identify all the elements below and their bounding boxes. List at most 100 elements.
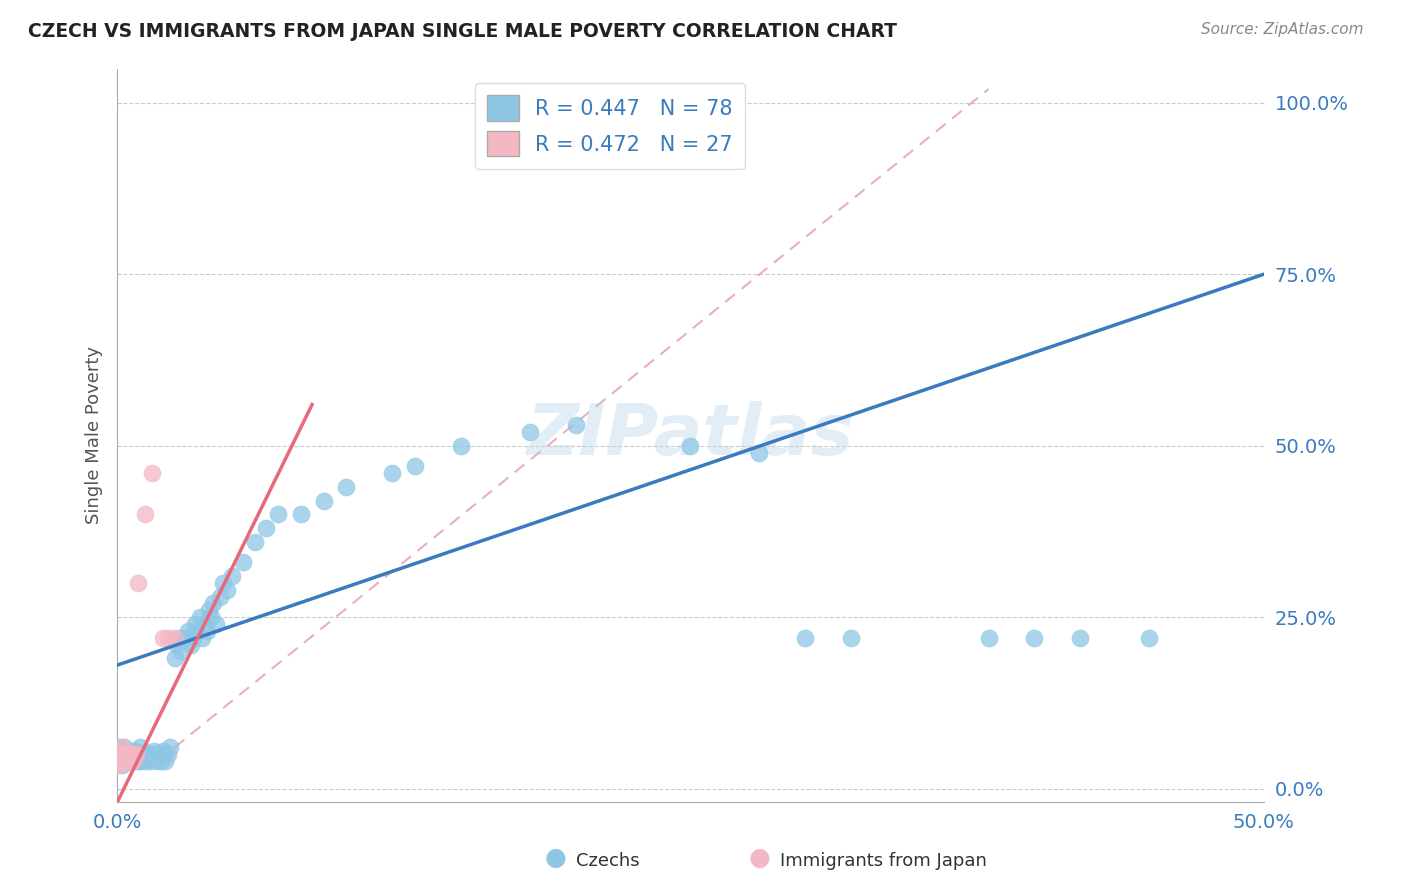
Point xyxy=(312,493,335,508)
Point xyxy=(290,508,312,522)
Point xyxy=(204,617,226,632)
Point xyxy=(794,631,817,645)
Point xyxy=(108,747,131,762)
Point xyxy=(839,631,862,645)
Point xyxy=(170,644,193,658)
Text: ZIPatlas: ZIPatlas xyxy=(527,401,853,470)
Point xyxy=(254,521,277,535)
Point xyxy=(138,754,160,768)
Y-axis label: Single Male Poverty: Single Male Poverty xyxy=(86,346,103,524)
Point xyxy=(335,480,357,494)
Point xyxy=(748,445,770,459)
Point xyxy=(131,747,153,762)
Point xyxy=(129,740,152,755)
Point xyxy=(177,624,200,638)
Point xyxy=(127,754,149,768)
Point xyxy=(267,508,290,522)
Point xyxy=(404,459,426,474)
Point xyxy=(191,631,214,645)
Point xyxy=(200,610,222,624)
Point xyxy=(134,754,156,768)
Point xyxy=(108,754,131,768)
Point xyxy=(232,555,254,569)
Point xyxy=(118,754,141,768)
Point xyxy=(156,747,179,762)
Point xyxy=(209,590,232,604)
Point xyxy=(166,638,188,652)
Point xyxy=(138,747,160,762)
Point xyxy=(519,116,541,130)
Point xyxy=(1069,631,1091,645)
Point xyxy=(496,116,519,130)
Point xyxy=(115,747,138,762)
Point xyxy=(120,744,142,758)
Point xyxy=(167,631,190,645)
Point xyxy=(565,418,588,433)
Text: ●: ● xyxy=(544,846,567,870)
Point xyxy=(211,575,233,590)
Point xyxy=(381,466,404,480)
Point xyxy=(1137,631,1160,645)
Point xyxy=(541,116,564,130)
Point xyxy=(186,624,208,638)
Point xyxy=(108,754,131,768)
Text: ●: ● xyxy=(748,846,770,870)
Point xyxy=(118,754,141,768)
Point xyxy=(188,610,211,624)
Point xyxy=(142,744,165,758)
Point xyxy=(115,754,138,768)
Point xyxy=(122,747,145,762)
Point xyxy=(149,754,172,768)
Point xyxy=(202,596,225,610)
Point xyxy=(198,603,221,617)
Point xyxy=(111,754,134,768)
Point xyxy=(129,754,152,768)
Point xyxy=(136,750,159,764)
Point xyxy=(181,631,204,645)
Point xyxy=(124,747,146,762)
Point xyxy=(127,575,149,590)
Point xyxy=(120,754,142,768)
Point xyxy=(120,747,142,762)
Point xyxy=(163,631,186,645)
Point xyxy=(120,754,142,768)
Point xyxy=(127,747,149,762)
Point xyxy=(180,638,202,652)
Point xyxy=(115,754,138,768)
Point xyxy=(145,754,167,768)
Point xyxy=(111,740,134,755)
Point xyxy=(112,740,135,755)
Point xyxy=(118,747,141,762)
Legend: R = 0.447   N = 78, R = 0.472   N = 27: R = 0.447 N = 78, R = 0.472 N = 27 xyxy=(475,83,745,169)
Point xyxy=(122,754,145,768)
Point xyxy=(472,116,495,130)
Point xyxy=(217,582,239,597)
Text: Czechs: Czechs xyxy=(576,852,640,870)
Text: Source: ZipAtlas.com: Source: ZipAtlas.com xyxy=(1201,22,1364,37)
Point xyxy=(141,747,163,762)
Point xyxy=(124,744,146,758)
Point xyxy=(152,744,174,758)
Point xyxy=(163,651,186,665)
Point xyxy=(111,744,134,758)
Point xyxy=(243,534,266,549)
Point xyxy=(112,754,135,768)
Point xyxy=(148,747,170,762)
Point xyxy=(112,747,135,762)
Point xyxy=(115,747,138,762)
Point xyxy=(152,631,174,645)
Text: Immigrants from Japan: Immigrants from Japan xyxy=(780,852,987,870)
Point xyxy=(221,569,243,583)
Point xyxy=(141,466,163,480)
Point xyxy=(977,631,1000,645)
Point xyxy=(111,757,134,772)
Point xyxy=(195,624,218,638)
Point xyxy=(156,631,179,645)
Point xyxy=(184,617,207,632)
Point xyxy=(679,439,702,453)
Point xyxy=(1024,631,1046,645)
Point xyxy=(122,747,145,762)
Point xyxy=(108,740,131,755)
Point xyxy=(450,439,472,453)
Point xyxy=(111,747,134,762)
